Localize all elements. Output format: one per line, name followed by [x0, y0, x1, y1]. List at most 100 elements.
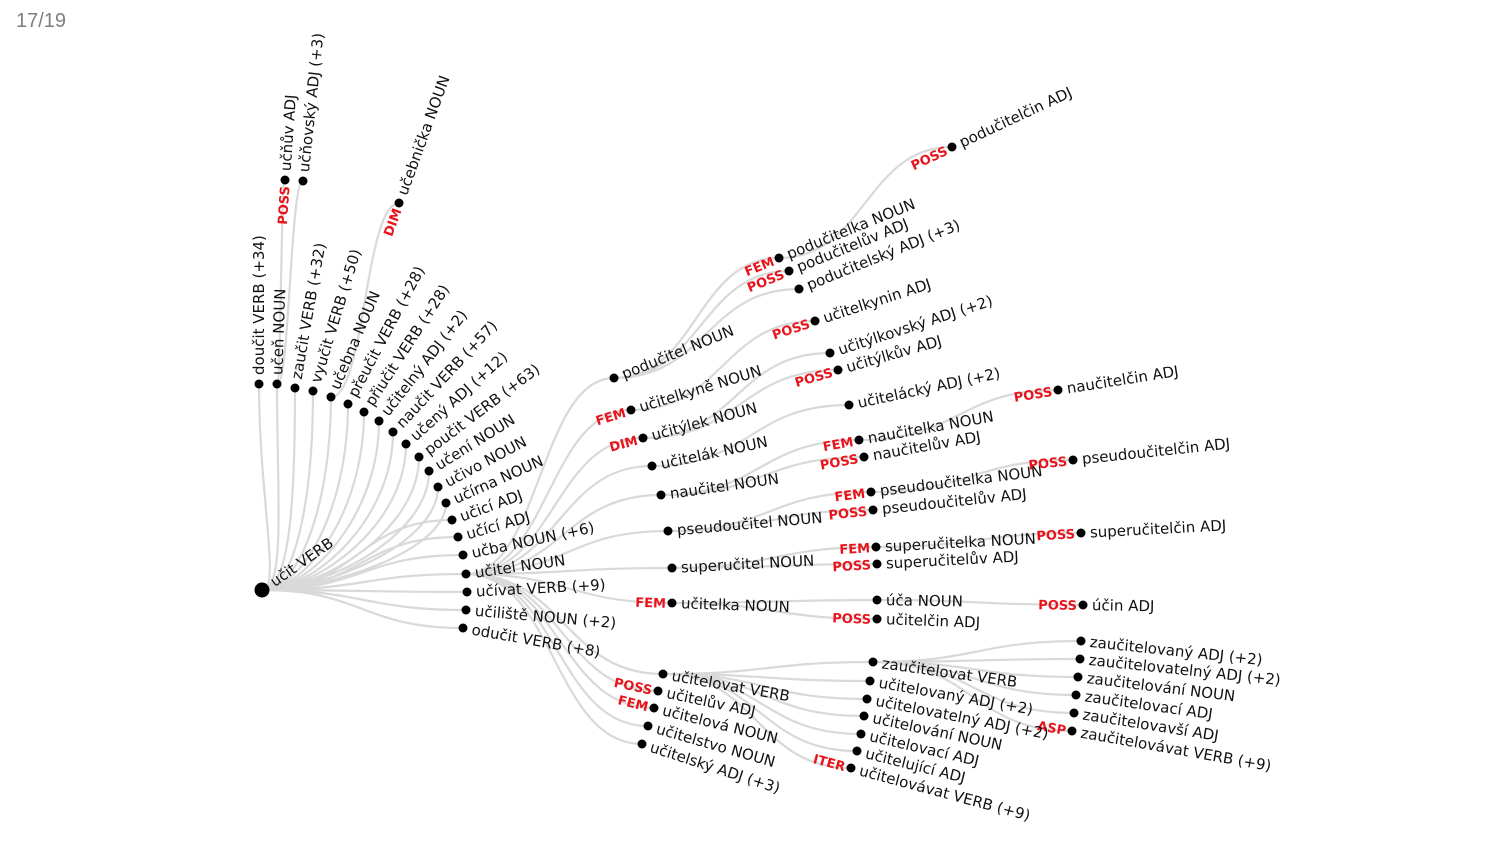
- tree-edge: [651, 403, 850, 468]
- tree-edge: [875, 531, 1082, 549]
- tree-node-dot: [852, 746, 862, 756]
- node-label: učeň NOUN: [268, 288, 289, 375]
- tree-edge: [465, 436, 644, 576]
- edge-label: POSS: [276, 186, 294, 226]
- node-label: naučitel NOUN: [669, 470, 780, 503]
- tree-node-dot: [458, 550, 468, 560]
- tree-edge: [872, 660, 1073, 733]
- tree-node-dot: [947, 142, 957, 152]
- edge-label: POSS: [1036, 527, 1075, 544]
- tree-edge: [465, 493, 662, 576]
- tree-node-dot: [871, 542, 881, 552]
- tree-node-dot: [638, 433, 648, 443]
- edge-label: ITER: [811, 752, 846, 775]
- node-label: učňův ADJ: [277, 94, 300, 172]
- tree-node-dot: [1069, 708, 1079, 718]
- tree-node-dot: [663, 526, 673, 536]
- tree-node-dot: [1073, 672, 1083, 682]
- tree-node-dot: [658, 669, 668, 679]
- edge-label: DIM: [608, 434, 639, 456]
- tree-edge: [876, 598, 1084, 607]
- tree-node-dot: [833, 365, 843, 375]
- tree-node-dot: [865, 676, 875, 686]
- tree-edge: [613, 269, 790, 380]
- tree-node-dot: [447, 515, 457, 525]
- tree-edge: [261, 387, 297, 592]
- tree-node-dot: [1076, 636, 1086, 646]
- tree-edge: [870, 458, 1074, 494]
- edge-label: POSS: [771, 317, 812, 343]
- tree-node-dot: [308, 386, 318, 396]
- tree-edge: [613, 287, 800, 380]
- tree-node-dot: [643, 721, 653, 731]
- tree-node-dot: [868, 505, 878, 515]
- node-label: doučit VERB (+34): [250, 235, 268, 375]
- tree-node-dot: [458, 623, 468, 633]
- tree-edge: [261, 588, 464, 630]
- tree-node-dot: [656, 490, 666, 500]
- tree-node-dot: [461, 605, 471, 615]
- edge-label: DIM: [382, 207, 406, 239]
- node-label: učitelák NOUN: [659, 433, 769, 473]
- tree-node-dot: [649, 703, 659, 713]
- tree-node-dot: [653, 686, 663, 696]
- tree-edge: [662, 672, 852, 770]
- tree-node-dot: [872, 614, 882, 624]
- tree-node-dot: [453, 532, 463, 542]
- edge-label: POSS: [1028, 455, 1068, 474]
- tree-edge: [778, 145, 953, 260]
- edge-label: FEM: [822, 435, 855, 455]
- tree-node-dot: [1067, 726, 1077, 736]
- node-label: učebnička NOUN: [394, 73, 454, 198]
- tree-node-dot: [461, 569, 471, 579]
- tree-node-dot: [401, 439, 411, 449]
- tree-node-dot: [441, 498, 451, 508]
- tree-edge: [671, 562, 878, 570]
- tree-node-dot: [1078, 600, 1088, 610]
- tree-edge: [613, 256, 780, 380]
- tree-node-dot: [844, 400, 854, 410]
- tree-node-dot: [868, 657, 878, 667]
- edge-label: POSS: [909, 144, 950, 174]
- tree-node-dot: [862, 694, 872, 704]
- tree-node-dot: [1068, 455, 1078, 465]
- tree-node-dot: [1071, 690, 1081, 700]
- tree-node-dot: [859, 711, 869, 721]
- tree-node-dot: [872, 595, 882, 605]
- tree-node-dot: [647, 461, 657, 471]
- edge-label: FEM: [594, 406, 628, 429]
- tree-edge: [257, 383, 271, 592]
- tree-edge: [465, 529, 669, 576]
- node-label: superučitel NOUN: [681, 552, 815, 577]
- tree-node-dot: [667, 598, 677, 608]
- tree-node-dot: [872, 559, 882, 569]
- tree-node-dot: [626, 405, 636, 415]
- tree-node-dot: [846, 763, 856, 773]
- tree-node-dot: [462, 587, 472, 597]
- tree-node-dot: [298, 176, 308, 186]
- page-number: 17/19: [16, 10, 67, 32]
- edge-label: POSS: [1038, 598, 1077, 614]
- node-label: účin ADJ: [1092, 596, 1155, 615]
- tree-edge: [630, 319, 816, 412]
- tree-edge: [671, 601, 878, 621]
- edge-label: ASP: [1036, 719, 1067, 739]
- edge-label: POSS: [1013, 385, 1054, 406]
- tree-edge: [465, 572, 643, 746]
- tree-edge: [465, 566, 673, 576]
- tree-node-dot: [637, 739, 647, 749]
- tree-edge: [642, 368, 839, 440]
- edge-label: POSS: [828, 505, 868, 524]
- node-label: pseudoučitelčin ADJ: [1081, 435, 1231, 468]
- node-label: superučitelčin ADJ: [1090, 516, 1227, 541]
- node-label: naučitelčin ADJ: [1065, 362, 1179, 397]
- tree-node-dot: [394, 198, 404, 208]
- tree-node-dot: [254, 582, 270, 598]
- tree-node-dot: [774, 253, 784, 263]
- tree-node-dot: [866, 487, 876, 497]
- tree-edge: [660, 455, 865, 497]
- tree-node-dot: [609, 373, 619, 383]
- tree-node-dot: [1053, 385, 1063, 395]
- tree-node-dot: [854, 435, 864, 445]
